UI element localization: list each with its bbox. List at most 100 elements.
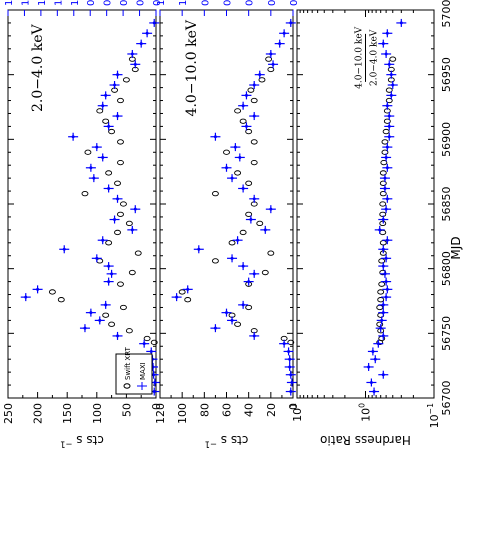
maxi-point	[382, 194, 393, 203]
maxi-point-marker	[225, 311, 228, 315]
maxi-point	[79, 324, 90, 333]
xrt-point	[380, 159, 388, 166]
maxi-point	[379, 174, 390, 183]
maxi-point	[227, 254, 238, 263]
maxi-point	[367, 347, 378, 356]
y-tick-label: 40	[243, 403, 256, 417]
maxi-point-marker	[387, 114, 391, 118]
xrt-point	[378, 281, 386, 287]
maxi-point-marker	[252, 197, 256, 201]
maxi-point-marker	[385, 197, 389, 201]
hardness-annotation-numerator: 4.0−10.0 keV	[355, 26, 365, 89]
xrt-point	[96, 108, 104, 114]
maxi-point-marker	[381, 303, 385, 307]
maxi-point-marker	[282, 342, 286, 346]
maxi-point	[59, 245, 70, 254]
y-axis-label: cts s −1	[205, 433, 249, 449]
y-axis-label: Hardness Ratio	[320, 433, 411, 447]
maxi-point-marker	[383, 186, 387, 190]
maxi-point	[221, 163, 232, 172]
y-tick-label: 100	[358, 403, 373, 422]
maxi-point	[381, 277, 392, 286]
maxi-point-marker	[367, 365, 371, 369]
right-y-tick-label: 0.0	[289, 0, 300, 6]
xrt-point	[379, 180, 387, 186]
maxi-point	[243, 277, 254, 286]
maxi-point	[103, 277, 114, 286]
maxi-point-marker	[152, 373, 156, 377]
maxi-point	[379, 184, 390, 193]
maxi-point-marker	[369, 380, 373, 384]
maxi-point-marker	[104, 93, 108, 97]
maxi-point-marker	[104, 303, 108, 307]
right-y-tick-label: 0.6	[103, 0, 114, 6]
maxi-point-marker	[101, 155, 105, 159]
maxi-point-marker	[107, 264, 111, 268]
x-tick-label: 56850	[440, 187, 453, 222]
maxi-point-marker	[130, 52, 134, 56]
maxi-point	[283, 347, 294, 356]
maxi-point	[384, 132, 395, 141]
maxi-point	[285, 370, 296, 379]
maxi-point-marker	[186, 287, 190, 291]
maxi-point	[378, 300, 389, 309]
maxi-point-marker	[387, 62, 391, 66]
y-tick-label: 10−1	[426, 403, 441, 428]
maxi-point-marker	[372, 390, 376, 394]
maxi-point-marker	[288, 357, 292, 361]
maxi-point-marker	[83, 326, 87, 330]
xrt-point	[381, 139, 389, 145]
x-tick-label: 57000	[440, 0, 453, 28]
maxi-point-marker	[399, 21, 403, 25]
maxi-point-marker	[230, 256, 234, 260]
maxi-point	[112, 331, 123, 340]
maxi-point	[378, 331, 389, 340]
maxi-point	[382, 236, 393, 245]
maxi-point-marker	[376, 342, 380, 346]
maxi-point	[127, 225, 138, 234]
maxi-point-marker	[391, 83, 395, 87]
chart-panel-1: 0 50 100 150 200 250 cts s −1 0.0 0.2 0.4 0.6 0.8 1.…	[2, 0, 163, 449]
maxi-point	[381, 254, 392, 263]
maxi-point	[386, 91, 397, 100]
maxi-point	[241, 122, 252, 131]
maxi-point-marker	[241, 186, 245, 190]
y-tick-label: 80	[198, 403, 211, 417]
maxi-point	[85, 308, 96, 317]
maxi-point-marker	[381, 334, 385, 338]
maxi-point-marker	[249, 218, 253, 222]
maxi-point-marker	[383, 176, 387, 180]
maxi-point-marker	[116, 197, 120, 201]
maxi-point-marker	[142, 342, 146, 346]
maxi-point-marker	[288, 365, 292, 369]
maxi-point	[382, 143, 393, 152]
y-tick-label: 100	[176, 403, 189, 424]
maxi-point	[94, 316, 105, 325]
xrt-point	[250, 139, 258, 145]
maxi-point-marker	[145, 31, 149, 35]
maxi-point	[103, 122, 114, 131]
maxi-point	[109, 81, 120, 90]
xrt-point	[256, 220, 264, 227]
xrt-point	[102, 118, 110, 124]
xrt-point	[211, 258, 219, 264]
y-tick-label: 200	[32, 403, 45, 424]
xrt-point	[250, 159, 258, 166]
xrt-point	[245, 211, 253, 217]
xrt-point	[105, 240, 113, 246]
xrt-point	[117, 281, 124, 287]
maxi-point	[284, 355, 295, 364]
xrt-point	[379, 170, 387, 176]
x-tick-label: 56900	[440, 122, 453, 157]
maxi-point	[182, 285, 193, 294]
maxi-point-marker	[271, 62, 275, 66]
maxi-point-marker	[252, 334, 256, 338]
xrt-point	[379, 240, 387, 246]
maxi-point	[230, 143, 241, 152]
maxi-point-marker	[24, 295, 28, 299]
right-y-tick-label: 0.8	[86, 0, 97, 6]
maxi-point	[88, 174, 99, 183]
maxi-point	[381, 293, 392, 302]
xrt-point	[239, 229, 247, 236]
